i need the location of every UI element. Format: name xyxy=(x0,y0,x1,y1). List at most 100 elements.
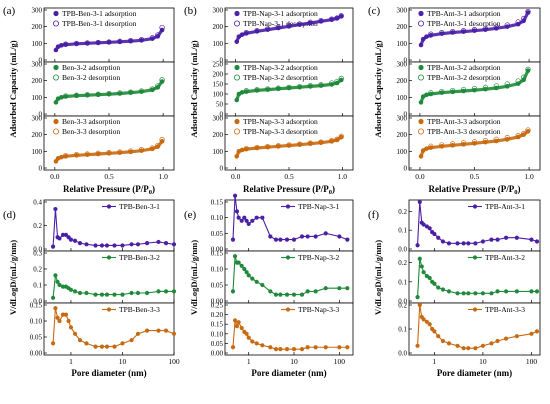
data-point xyxy=(471,27,478,33)
data-point xyxy=(59,154,64,160)
y-tick-label: 0 xyxy=(39,111,43,119)
legend-label: TPB-Nap-3-1 adsorption xyxy=(243,9,318,18)
data-point xyxy=(93,292,98,297)
data-point xyxy=(525,66,531,72)
x-tick-label: 0.5 xyxy=(284,172,294,181)
data-point xyxy=(236,320,241,325)
data-point xyxy=(439,88,445,95)
legend-marker xyxy=(53,10,59,17)
data-point xyxy=(236,260,241,265)
data-point xyxy=(84,151,90,157)
data-point xyxy=(424,92,429,98)
data-point xyxy=(480,239,486,244)
legend-marker xyxy=(106,204,112,209)
data-point xyxy=(278,292,283,297)
legend-marker xyxy=(233,128,240,135)
legend-label: TPB-Ant-3-1 xyxy=(485,202,525,211)
x-tick-label: 100 xyxy=(168,357,180,366)
legend-marker xyxy=(53,118,59,125)
data-point xyxy=(84,242,89,247)
data-point xyxy=(246,273,251,278)
data-point xyxy=(286,143,292,148)
data-point xyxy=(529,289,534,294)
data-point xyxy=(419,264,424,269)
data-point xyxy=(427,322,432,327)
legend-marker xyxy=(472,255,478,260)
data-point xyxy=(337,234,342,239)
legend-marker xyxy=(417,20,424,27)
data-point xyxy=(472,141,477,146)
data-point xyxy=(234,97,240,103)
data-point xyxy=(128,90,133,95)
data-point xyxy=(514,289,519,294)
data-point xyxy=(273,347,279,352)
data-point xyxy=(318,139,324,145)
legend-marker xyxy=(417,74,424,81)
data-point xyxy=(428,143,434,149)
data-point xyxy=(74,41,79,47)
data-point xyxy=(415,295,420,300)
y-tick-label: 0.10 xyxy=(211,266,224,274)
data-point xyxy=(515,81,521,86)
data-point xyxy=(436,285,441,290)
data-point xyxy=(144,241,150,246)
y-tick-label: 200 xyxy=(32,131,43,139)
y-tick-label: 0.00 xyxy=(211,298,224,306)
panel-letter: (d) xyxy=(3,209,16,221)
data-point xyxy=(525,9,531,15)
legend-marker xyxy=(285,204,291,209)
data-point xyxy=(466,346,471,351)
data-point xyxy=(129,290,134,296)
data-point xyxy=(450,29,456,35)
data-point xyxy=(95,40,101,46)
data-point xyxy=(250,218,255,223)
y-tick-label: 0.0 xyxy=(398,246,407,254)
y-tick-label: 0.2 xyxy=(398,259,407,267)
data-point xyxy=(297,141,303,147)
legend-label: TPB-Nap-3-2 desorption xyxy=(243,73,318,82)
data-point xyxy=(234,39,240,44)
data-point xyxy=(77,338,83,343)
series-line xyxy=(416,258,537,298)
y-tick-label: 0 xyxy=(404,165,408,173)
legend-marker xyxy=(53,20,60,27)
subplot: 0.00 0.05 0.10 0.15 TPB-Nap-3-1 xyxy=(211,193,354,254)
legend-label: TPB-Ant-3-3 xyxy=(485,305,525,314)
y-tick-label: 200 xyxy=(213,131,224,139)
data-point xyxy=(418,100,424,105)
data-point xyxy=(155,32,161,38)
data-point xyxy=(59,43,64,48)
data-point xyxy=(135,242,141,247)
data-point xyxy=(307,83,313,89)
y-tick-label: 100 xyxy=(397,94,408,102)
data-point xyxy=(472,87,477,93)
data-point xyxy=(242,215,247,220)
data-point xyxy=(504,24,510,29)
panel-d: (d) 0.0 0.2 0.4 TPB-Ben-3-1 0.0 0.1 0.2 0.3 TPB-B… xyxy=(3,199,180,379)
legend-marker xyxy=(417,128,424,135)
y-tick-label: 0.25 xyxy=(211,302,224,310)
data-point xyxy=(171,242,177,247)
y-tick-label: 0.2 xyxy=(398,302,407,310)
data-point xyxy=(460,28,467,34)
data-point xyxy=(254,87,260,93)
data-point xyxy=(159,137,165,143)
data-point xyxy=(494,26,499,31)
data-point xyxy=(155,142,161,149)
x-axis-label-tail: ) xyxy=(517,184,520,194)
data-point xyxy=(50,295,56,300)
data-point xyxy=(493,136,499,142)
data-point xyxy=(482,138,489,144)
data-point xyxy=(440,338,446,344)
y-tick-label: 0.1 xyxy=(398,278,407,286)
data-point xyxy=(128,38,134,44)
x-tick-label: 1.0 xyxy=(338,172,348,181)
data-point xyxy=(246,335,251,340)
data-point xyxy=(239,32,245,37)
data-point xyxy=(84,290,89,296)
x-tick-label: 10 xyxy=(290,357,298,366)
data-point xyxy=(286,84,292,91)
